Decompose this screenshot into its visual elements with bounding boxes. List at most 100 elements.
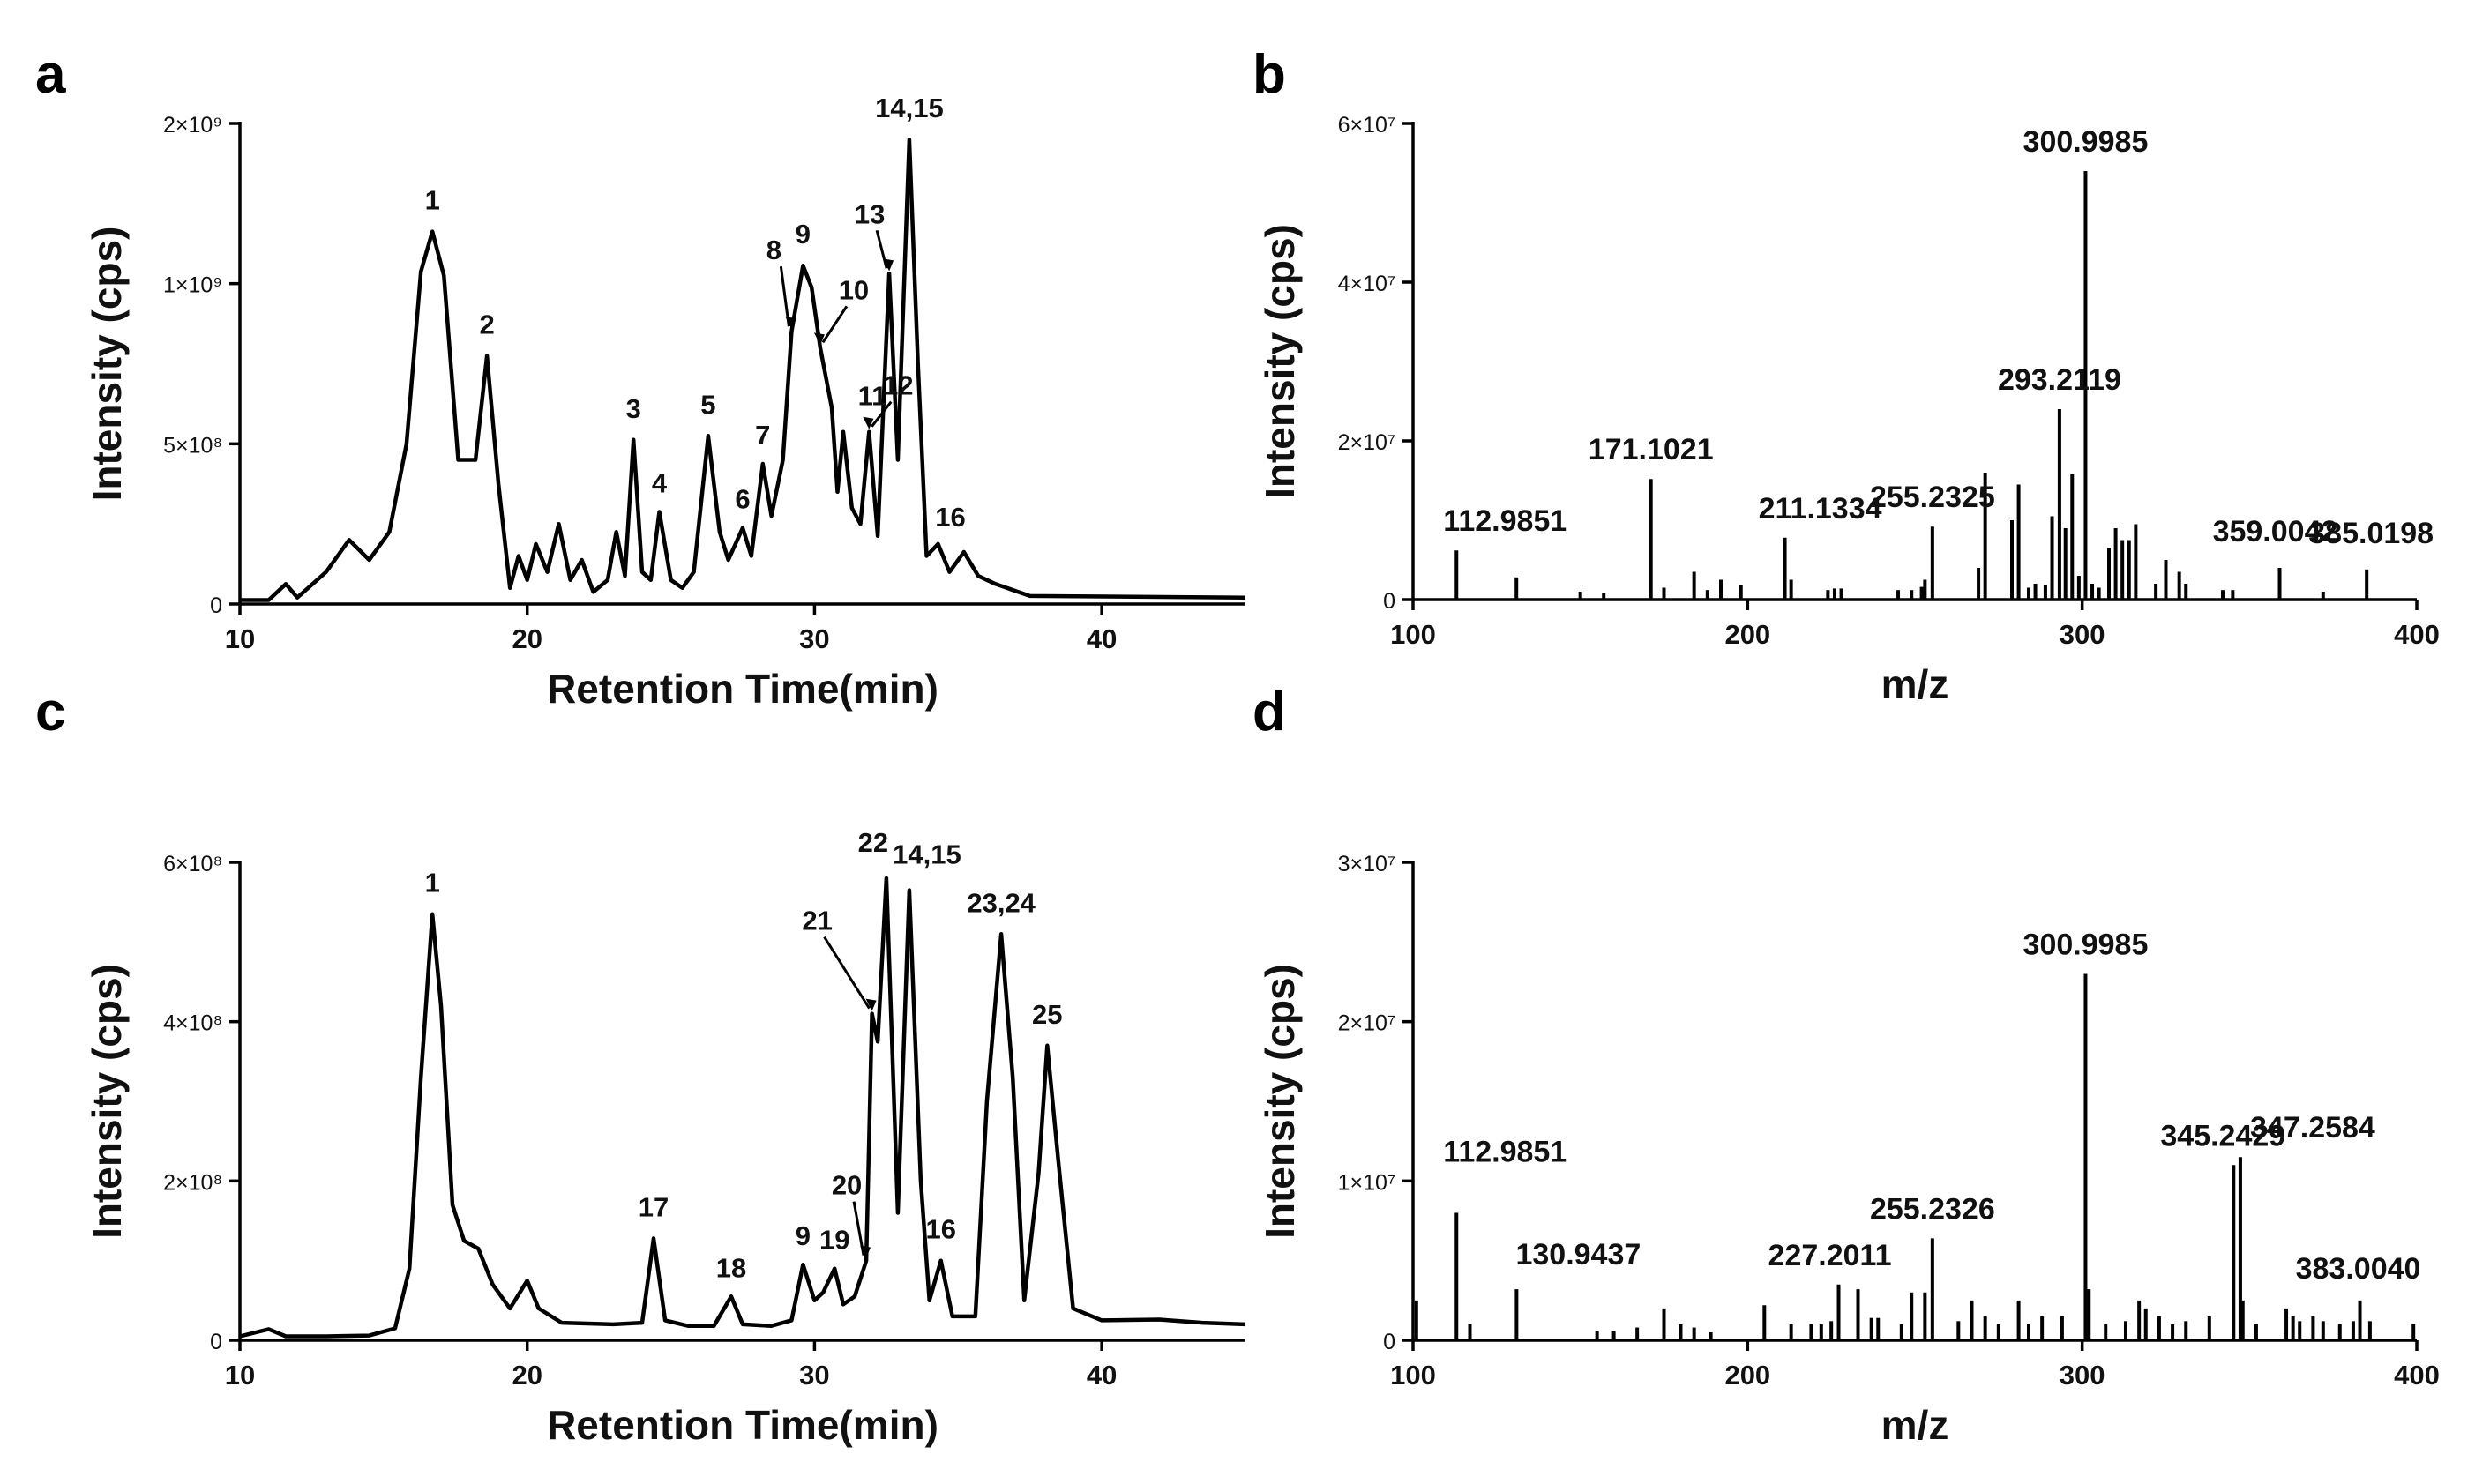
panel-a: a 10 20 30 40 0 5×10⁸ 1×10⁹ 2×10⁹ Retention Time(…	[35, 44, 1246, 712]
peak-label: 4	[652, 468, 668, 499]
mz-peak-label: 347.2584	[2250, 1111, 2375, 1145]
peak-label: 19	[819, 1225, 849, 1256]
mz-peak-label: 345.2429	[2160, 1119, 2285, 1152]
peak-arrowhead	[860, 1245, 871, 1258]
peak-arrowhead	[863, 416, 874, 429]
peak-arrow	[779, 265, 790, 327]
mz-peak-label: 255.2325	[1870, 481, 1995, 514]
peak-label: 1	[425, 185, 440, 216]
x-axis-title: m/z	[1881, 1402, 1949, 1448]
y-tick-label: 0	[1383, 589, 1395, 614]
x-tick-label: 200	[1724, 619, 1770, 650]
panel-letter: d	[1252, 682, 1286, 742]
mz-peak-label: 300.9985	[2023, 928, 2149, 961]
y-tick-label: 6×10⁸	[163, 852, 222, 876]
mz-peak-label: 171.1021	[1589, 433, 1714, 466]
peak-label: 3	[626, 393, 641, 424]
peak-label: 14,15	[875, 93, 944, 123]
x-tick-label: 20	[512, 623, 542, 654]
mz-peak-label: 112.9851	[1443, 504, 1567, 538]
y-tick-label: 0	[1383, 1330, 1395, 1354]
x-tick-label: 20	[512, 1360, 542, 1391]
y-axis-title: Intensity (cps)	[84, 964, 130, 1239]
y-tick-label: 5×10⁸	[163, 433, 222, 458]
peak-arrowhead	[813, 332, 825, 346]
x-tick-label: 40	[1087, 623, 1117, 654]
peak-arrowhead	[785, 317, 796, 330]
y-tick-label: 0	[210, 593, 222, 618]
peak-label: 1	[425, 868, 440, 899]
y-tick-label: 2×10⁸	[163, 1170, 222, 1195]
chromatogram-trace	[240, 137, 1246, 602]
peak-label: 17	[639, 1191, 669, 1222]
mz-peak-label: 255.2326	[1870, 1192, 1995, 1226]
x-tick-label: 10	[225, 1360, 255, 1391]
mz-peak-label: 130.9437	[1515, 1238, 1641, 1271]
peak-label: 16	[926, 1214, 956, 1245]
y-axis-title: Intensity (cps)	[1257, 224, 1303, 499]
peak-arrowhead	[883, 258, 894, 272]
panel-c: c 10 20 30 40 0 2×10⁸ 4×10⁸ 6×10⁸ Retention Time(…	[35, 682, 1246, 1448]
y-tick-label: 3×10⁷	[1338, 852, 1395, 876]
peak-label: 16	[935, 502, 965, 533]
panel-d: d 100 200 300 400 0 1×10⁷ 2×10⁷ 3×10⁷ m/z Intensit…	[1252, 682, 2440, 1448]
x-tick-label: 400	[2394, 619, 2440, 650]
y-tick-label: 2×10⁷	[1338, 1011, 1395, 1036]
peak-label: 20	[832, 1170, 862, 1201]
y-axis-title: Intensity (cps)	[1257, 964, 1303, 1239]
x-tick-label: 100	[1390, 619, 1436, 650]
chromatogram-trace	[239, 876, 1246, 1339]
peak-label: 13	[855, 198, 885, 229]
peak-label: 22	[858, 827, 888, 858]
peak-arrow	[871, 400, 893, 428]
mz-peak-label: 383.0040	[2296, 1252, 2421, 1286]
peak-arrow	[823, 936, 871, 1010]
y-tick-label: 1×10⁹	[163, 273, 222, 298]
panel-letter: c	[35, 682, 65, 742]
mz-peak-label: 359.0042	[2213, 515, 2338, 548]
mz-peak-label: 385.0198	[2308, 517, 2434, 550]
peak-label: 23,24	[967, 887, 1036, 918]
y-tick-label: 2×10⁹	[163, 113, 222, 138]
x-tick-label: 300	[2060, 619, 2105, 650]
peak-label: 7	[755, 420, 770, 451]
peak-label: 18	[716, 1252, 746, 1283]
peak-label: 14,15	[893, 839, 961, 870]
peak-label: 9	[796, 1220, 811, 1251]
y-axis-title: Intensity (cps)	[84, 227, 130, 502]
x-tick-label: 400	[2394, 1360, 2440, 1391]
mz-peak-label: 211.1334	[1759, 492, 1882, 526]
peak-label: 5	[700, 389, 715, 420]
mz-peak-label: 112.9851	[1443, 1135, 1567, 1168]
peak-label: 2	[479, 309, 494, 339]
peak-arrowhead	[865, 998, 877, 1011]
x-tick-label: 40	[1087, 1360, 1117, 1391]
x-tick-label: 10	[225, 623, 255, 654]
mz-peak-label: 300.9985	[2023, 125, 2149, 159]
panel-letter: a	[35, 44, 66, 105]
y-tick-label: 4×10⁸	[163, 1011, 222, 1036]
x-tick-label: 30	[799, 1360, 829, 1391]
x-axis-title: Retention Time(min)	[547, 666, 938, 712]
x-axis-title: Retention Time(min)	[547, 1402, 938, 1448]
y-tick-label: 2×10⁷	[1338, 430, 1395, 455]
y-tick-label: 1×10⁷	[1338, 1170, 1395, 1195]
y-tick-label: 4×10⁷	[1338, 272, 1395, 296]
y-tick-label: 6×10⁷	[1338, 113, 1395, 138]
x-axis-title: m/z	[1881, 661, 1949, 707]
mz-peak-label: 293.2119	[1998, 363, 2121, 397]
peak-arrow	[821, 305, 849, 344]
x-tick-label: 30	[799, 623, 829, 654]
mz-peak-label: 227.2011	[1768, 1239, 1892, 1272]
peak-label: 25	[1032, 999, 1062, 1030]
peak-label: 6	[735, 484, 750, 515]
panel-b: b 100 200 300 400 0 2×10⁷ 4×10⁷ 6×10⁷ m/z Intensit…	[1252, 44, 2440, 707]
peak-label: 11	[858, 381, 887, 412]
peak-label: 21	[802, 906, 832, 936]
peak-label: 12	[883, 370, 913, 401]
y-tick-label: 0	[210, 1330, 222, 1354]
peak-label: 10	[839, 274, 869, 305]
x-tick-label: 200	[1724, 1360, 1770, 1391]
peak-label: 9	[796, 219, 811, 250]
